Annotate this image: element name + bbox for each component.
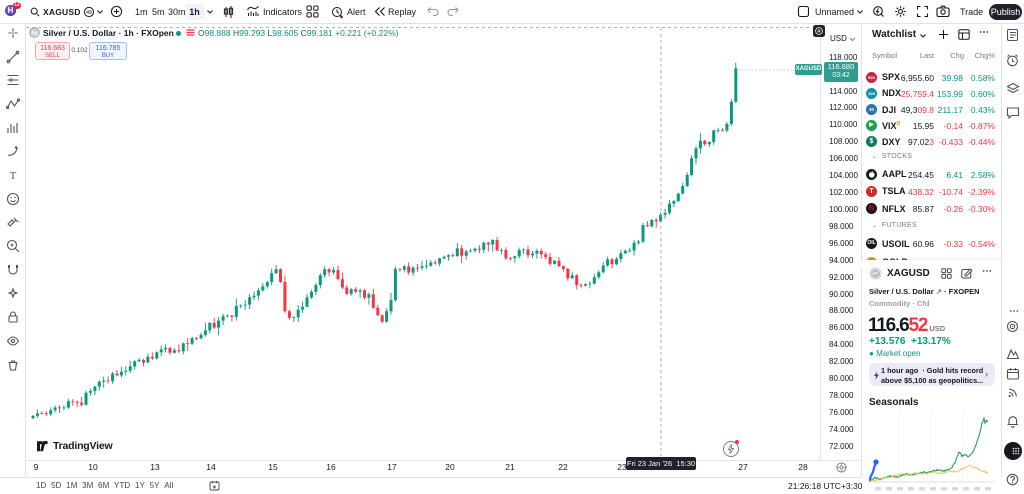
svg-text:T: T [10, 170, 17, 182]
svg-text:49: 49 [86, 10, 92, 16]
svg-text:Ag: Ag [31, 31, 38, 37]
